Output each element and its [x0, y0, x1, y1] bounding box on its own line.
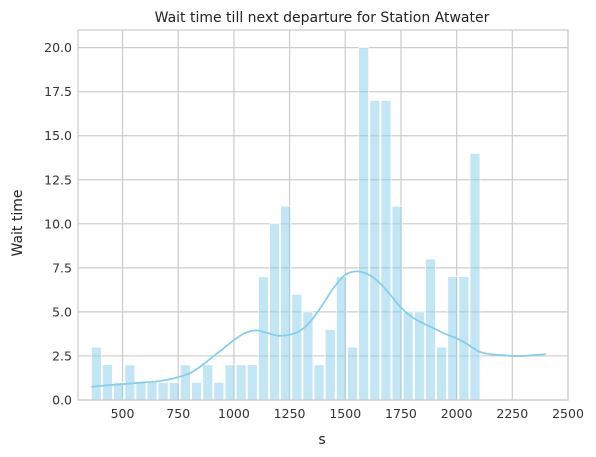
y-tick-label: 2.5	[52, 348, 72, 363]
histogram-bar	[413, 311, 425, 401]
y-tick-label: 15.0	[44, 128, 72, 143]
y-tick-label: 7.5	[52, 260, 72, 275]
histogram-bar	[335, 276, 347, 401]
histogram-bar	[425, 258, 436, 401]
histogram-bar	[458, 276, 470, 401]
chart-title: Wait time till next departure for Statio…	[155, 10, 490, 26]
histogram-bar	[157, 381, 169, 401]
x-tick-label: 1000	[218, 406, 250, 421]
x-axis-label: s	[318, 432, 325, 448]
histogram-bar	[369, 100, 381, 401]
histogram-bar	[90, 346, 102, 401]
plot-frame	[77, 29, 569, 401]
y-axis-label: Wait time	[10, 190, 26, 257]
histogram-bar	[202, 364, 214, 401]
histogram-bar	[124, 364, 136, 401]
histogram-bar	[269, 223, 280, 401]
histogram-bar	[469, 152, 481, 401]
y-tick-label: 0.0	[52, 393, 72, 408]
histogram-bar	[280, 205, 292, 401]
histogram-bar	[358, 47, 370, 401]
histogram-bar	[258, 276, 269, 401]
y-tick-label: 12.5	[44, 172, 72, 187]
histogram-bar	[235, 364, 247, 401]
kde-layer	[91, 270, 546, 388]
histogram-bar	[436, 346, 448, 401]
y-tick-label: 10.0	[44, 216, 72, 231]
x-tick-labels: 500 750 1000 1250 1500 1750 2000 2250 2500	[111, 406, 584, 421]
histogram-bar	[102, 364, 113, 401]
x-tick-label: 750	[166, 406, 190, 421]
x-tick-label: 1750	[385, 406, 417, 421]
y-tick-label: 17.5	[44, 84, 72, 99]
x-tick-label: 2500	[552, 406, 584, 421]
histogram-bar	[191, 381, 203, 401]
y-tick-label: 5.0	[52, 304, 72, 319]
histogram-bar	[402, 311, 414, 401]
histogram-bar	[180, 364, 191, 401]
x-tick-label: 500	[111, 406, 135, 421]
y-tick-label: 20.0	[44, 40, 72, 55]
histogram-bar	[135, 381, 147, 401]
bar-layer	[90, 47, 481, 401]
histogram-bar	[324, 329, 336, 401]
x-tick-label: 1500	[329, 406, 361, 421]
histogram-bar	[168, 381, 180, 401]
histogram-bar	[246, 364, 258, 401]
histogram-bar	[213, 381, 225, 401]
x-tick-label: 1250	[274, 406, 306, 421]
histogram-bar	[146, 381, 158, 401]
x-tick-label: 2000	[441, 406, 473, 421]
x-tick-label: 2250	[496, 406, 528, 421]
histogram-bar	[313, 364, 325, 401]
histogram-bar	[224, 364, 236, 401]
histogram-bar	[380, 100, 392, 401]
y-tick-labels: 0.0 2.5 5.0 7.5 10.0 12.5 15.0 17.5 20.0	[44, 40, 72, 407]
histogram-bar	[291, 293, 303, 401]
plot-border	[77, 29, 569, 401]
kde-line	[91, 270, 546, 388]
histogram-bar	[347, 346, 358, 401]
